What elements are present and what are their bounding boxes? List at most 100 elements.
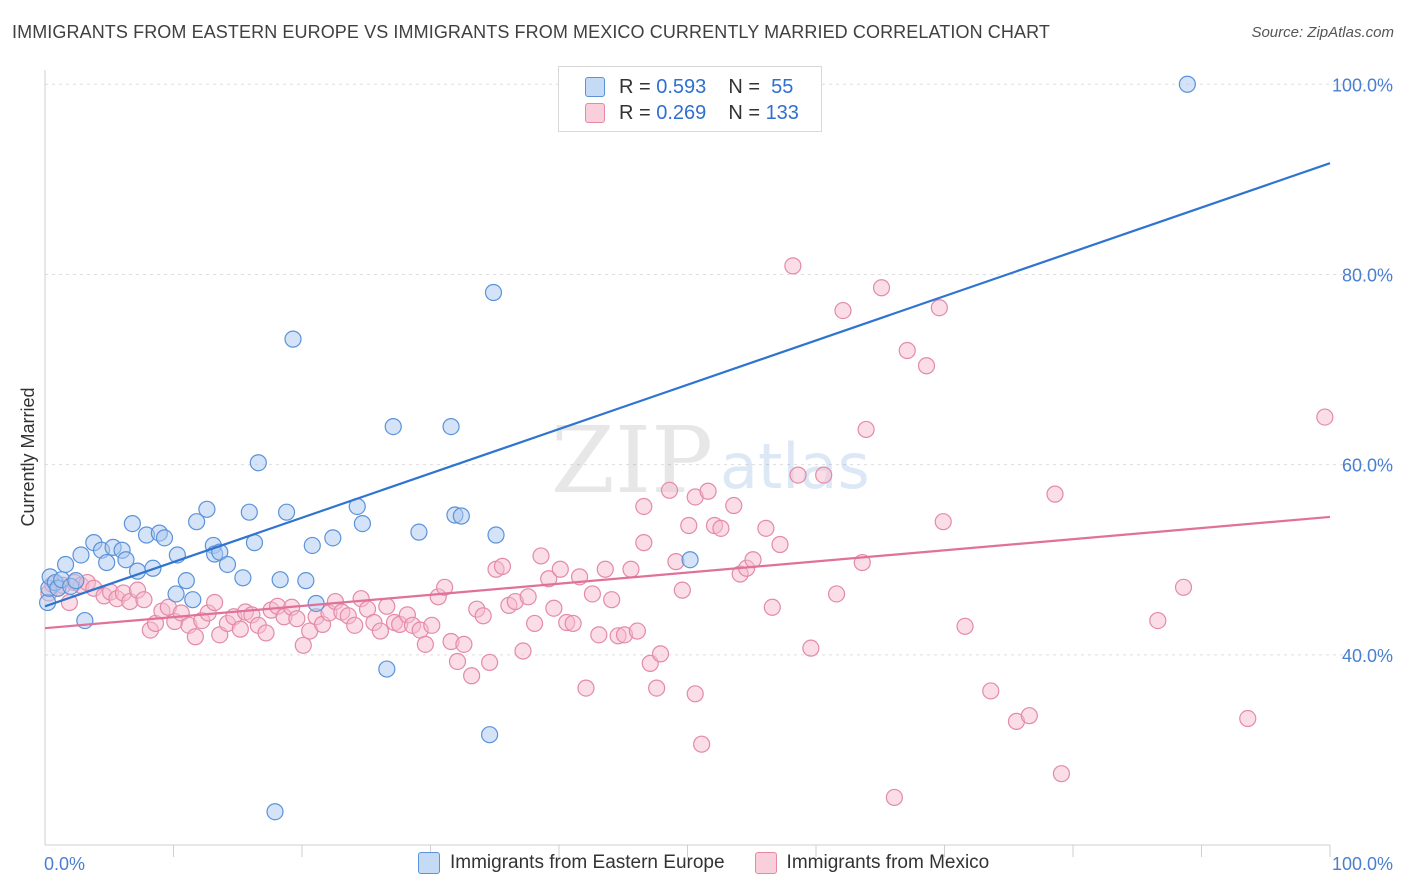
mexico-point bbox=[771, 535, 789, 554]
series-swatch-blue bbox=[418, 852, 440, 874]
mexico-point bbox=[834, 301, 852, 320]
x-tick-label-min: 0.0% bbox=[44, 854, 85, 874]
eastern-europe-point bbox=[240, 503, 258, 521]
mexico-point bbox=[583, 585, 602, 603]
mexico-point bbox=[596, 560, 614, 578]
legend-swatch-blue bbox=[585, 77, 605, 97]
legend-r-value: 0.593 bbox=[656, 75, 707, 98]
mexico-point bbox=[635, 534, 653, 552]
mexico-point bbox=[622, 560, 640, 578]
eastern-europe-point bbox=[277, 503, 296, 521]
mexico-point bbox=[481, 653, 499, 672]
mexico-point bbox=[231, 620, 249, 638]
eastern-europe-point bbox=[123, 514, 141, 533]
mexico-point bbox=[378, 597, 396, 615]
mexico-point bbox=[667, 553, 685, 571]
eastern-europe-point bbox=[442, 417, 460, 436]
eastern-europe-point bbox=[271, 571, 289, 589]
eastern-europe-point bbox=[353, 514, 371, 533]
legend-r-label: R = bbox=[619, 101, 651, 124]
eastern-europe-point bbox=[218, 555, 237, 574]
eastern-europe-point bbox=[484, 283, 503, 302]
y-tick-label: 80.0% bbox=[1342, 265, 1393, 285]
eastern-europe-point bbox=[188, 513, 206, 531]
mexico-point bbox=[135, 591, 153, 609]
eastern-europe-point bbox=[1178, 75, 1196, 93]
y-tick-label: 40.0% bbox=[1342, 646, 1393, 666]
mexico-point bbox=[872, 279, 891, 297]
mexico-point bbox=[898, 341, 916, 360]
legend-r-label: R = bbox=[619, 75, 651, 98]
y-tick-label: 60.0% bbox=[1342, 456, 1393, 476]
eastern-europe-point bbox=[155, 529, 174, 547]
eastern-europe-points bbox=[38, 75, 1196, 821]
mexico-point bbox=[288, 610, 306, 628]
eastern-europe-point bbox=[266, 803, 284, 821]
mexico-point bbox=[514, 642, 532, 660]
mexico-point bbox=[673, 581, 691, 599]
chart-title: IMMIGRANTS FROM EASTERN EUROPE VS IMMIGR… bbox=[12, 22, 1050, 42]
series-legend-mexico: Immigrants from Mexico bbox=[754, 852, 990, 874]
mexico-point bbox=[463, 667, 481, 685]
eastern-europe-point bbox=[72, 546, 90, 564]
mexico-point bbox=[186, 628, 204, 646]
mexico-point bbox=[455, 635, 473, 653]
mexico-point bbox=[885, 788, 903, 807]
mexico-point bbox=[1174, 578, 1193, 596]
eastern-europe-point bbox=[384, 417, 402, 436]
eastern-europe-point bbox=[378, 660, 396, 678]
mexico-point bbox=[540, 570, 558, 588]
mexico-point bbox=[590, 626, 608, 644]
correlation-legend: R = 0.593 N = 55 R = 0.269 N = 133 bbox=[558, 66, 822, 132]
mexico-point bbox=[206, 593, 224, 612]
series-legend: Immigrants from Eastern Europe Immigrant… bbox=[418, 852, 1019, 874]
mexico-point bbox=[956, 617, 974, 635]
watermark-zip: ZIP bbox=[551, 407, 713, 514]
mexico-point bbox=[686, 685, 704, 703]
mexico-point bbox=[699, 482, 717, 500]
mexico-point bbox=[857, 420, 875, 439]
legend-row-eastern-europe: R = 0.593 N = 55 bbox=[585, 76, 793, 98]
eastern-europe-point bbox=[167, 585, 185, 603]
mexico-point bbox=[693, 735, 711, 753]
eastern-europe-point bbox=[67, 572, 85, 590]
eastern-europe-point bbox=[297, 572, 315, 590]
eastern-europe-point bbox=[234, 569, 252, 587]
series-label-mexico: Immigrants from Mexico bbox=[786, 852, 990, 873]
mexico-point bbox=[423, 616, 441, 634]
series-legend-eastern-europe: Immigrants from Eastern Europe bbox=[418, 852, 725, 874]
eastern-europe-point bbox=[481, 726, 499, 744]
eastern-europe-point bbox=[98, 553, 116, 572]
eastern-europe-point bbox=[303, 536, 321, 555]
mexico-point bbox=[525, 614, 544, 633]
mexico-point bbox=[551, 560, 569, 578]
axis-labels: 40.0% 60.0% 80.0% 100.0% 0.0% 100.0% Currently… bbox=[18, 75, 1393, 874]
mexico-point bbox=[763, 598, 781, 616]
y-axis-title: Currently Married bbox=[18, 387, 38, 526]
mexico-point bbox=[1046, 485, 1064, 503]
watermark-atlas: atlas bbox=[720, 430, 870, 503]
eastern-europe-point bbox=[284, 330, 302, 348]
mexico-point bbox=[474, 607, 492, 625]
eastern-europe-point bbox=[452, 507, 470, 525]
mexico-point bbox=[294, 636, 312, 654]
mexico-point bbox=[532, 547, 550, 565]
legend-swatch-pink bbox=[585, 103, 605, 123]
mexico-point bbox=[371, 622, 389, 640]
mexico-points bbox=[40, 257, 1334, 807]
mexico-point bbox=[416, 635, 434, 653]
mexico-point bbox=[930, 299, 948, 317]
trend-lines bbox=[44, 162, 1331, 630]
mexico-point bbox=[651, 645, 670, 663]
mexico-point bbox=[257, 624, 275, 642]
mexico-point bbox=[1020, 707, 1038, 725]
eastern-europe-point bbox=[487, 526, 505, 544]
mexico-point bbox=[493, 557, 512, 575]
mexico-point bbox=[519, 588, 537, 606]
legend-r-value: 0.269 bbox=[656, 101, 707, 124]
mexico-point bbox=[564, 614, 582, 633]
eastern-europe-trend-line bbox=[44, 162, 1331, 608]
eastern-europe-point bbox=[56, 555, 75, 574]
mexico-point bbox=[545, 599, 563, 617]
